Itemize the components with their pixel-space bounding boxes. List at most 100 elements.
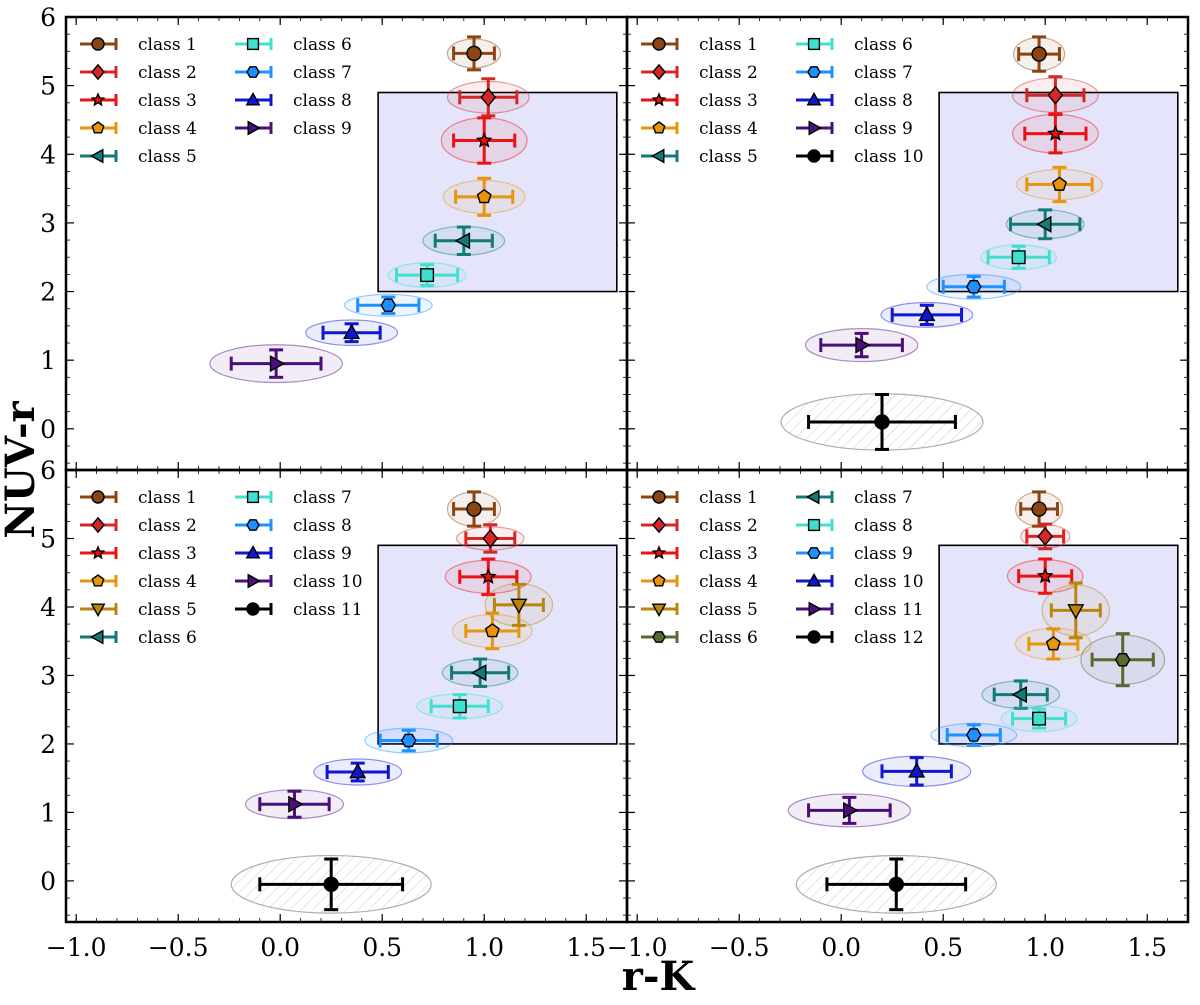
- legend-label: class 4: [138, 119, 197, 139]
- legend-marker-star: [90, 92, 106, 107]
- marker-triangle-left: [1011, 686, 1028, 704]
- legend-entry: class 4: [641, 572, 758, 592]
- selection-box: [377, 544, 618, 745]
- y-tick-label: 6: [40, 3, 56, 32]
- data-point: [442, 176, 526, 217]
- data-point: [787, 793, 912, 828]
- legend-label: class 5: [138, 600, 197, 620]
- data-point: [209, 344, 344, 384]
- legend-label: class 9: [854, 544, 913, 564]
- legend-label: class 9: [854, 119, 913, 139]
- legend-marker-triangle-left: [89, 148, 104, 164]
- legend-entry: class 8: [235, 516, 352, 536]
- marker-circle: [874, 414, 890, 430]
- marker-circle: [466, 45, 482, 62]
- y-tick-label: 4: [40, 140, 56, 169]
- data-point: [862, 755, 972, 787]
- data-point: [926, 273, 1022, 300]
- data-point: [1015, 490, 1064, 528]
- legend-marker-circle: [91, 490, 105, 504]
- x-tick-label: 1.5: [566, 933, 606, 962]
- marker-triangle-left: [1036, 215, 1052, 233]
- legend-marker-circle: [652, 490, 666, 504]
- legend-entry: class 1: [80, 35, 197, 55]
- legend-entry: class 3: [641, 544, 758, 564]
- legend-marker-circle: [246, 602, 260, 616]
- legend-marker-diamond: [91, 516, 105, 534]
- legend-marker-pentagon: [652, 574, 666, 587]
- legend-entry: class 6: [235, 35, 352, 55]
- data-point: [1005, 208, 1085, 241]
- x-tick-label: −1.0: [607, 933, 668, 962]
- legend-label: class 3: [699, 91, 758, 111]
- legend-label: class 5: [699, 600, 758, 620]
- x-tick-label: 1.0: [464, 933, 504, 962]
- legend-label: class 10: [854, 572, 924, 592]
- legend-marker-circle: [807, 630, 821, 644]
- legend-label: class 6: [854, 35, 913, 55]
- legend-entry: class 11: [796, 600, 924, 620]
- y-tick-label: 3: [40, 661, 56, 690]
- legend-marker-circle: [91, 37, 105, 51]
- legend-marker-square: [246, 490, 260, 504]
- marker-triangle-right: [269, 355, 286, 373]
- data-point: [1011, 75, 1099, 116]
- legend-entry: class 10: [235, 572, 363, 592]
- marker-circle: [888, 876, 904, 893]
- legend-entry: class 9: [235, 119, 352, 139]
- y-axis-title: NUV-r: [0, 400, 44, 538]
- legend: class 1 class 2 class 3 class 4 class 5 class…: [80, 35, 352, 167]
- marker-pentagon: [484, 623, 500, 638]
- legend-label: class 2: [138, 516, 197, 536]
- legend-entry: class 4: [80, 572, 197, 592]
- data-point: [446, 490, 502, 528]
- y-tick-label: 5: [40, 72, 56, 101]
- y-tick-label: 1: [40, 798, 56, 827]
- marker-diamond: [480, 87, 497, 107]
- marker-pentagon: [1045, 636, 1061, 651]
- panel-frame: [625, 468, 1190, 924]
- legend-entry: class 2: [641, 63, 758, 83]
- y-tick-label: 4: [40, 593, 56, 622]
- marker-hexagon: [380, 298, 397, 313]
- data-point: [1012, 35, 1066, 73]
- y-tick-label: 2: [40, 730, 56, 759]
- data-point: [244, 789, 345, 820]
- marker-star: [1036, 567, 1054, 584]
- data-point: [446, 77, 530, 118]
- y-tick-label: 1: [40, 346, 56, 375]
- legend-label: class 1: [699, 488, 758, 508]
- marker-circle: [466, 501, 482, 517]
- legend-label: class 7: [293, 63, 352, 83]
- data-point: [313, 758, 403, 786]
- legend-marker-diamond: [652, 516, 666, 534]
- legend-entry: class 3: [80, 544, 197, 564]
- marker-square: [452, 699, 467, 714]
- legend-marker-triangle-left: [89, 629, 104, 645]
- legend-label: class 4: [138, 572, 197, 592]
- legend-label: class 11: [854, 600, 924, 620]
- legend-label: class 12: [854, 628, 924, 648]
- legend-marker-hexagon: [652, 631, 666, 643]
- data-point: [444, 557, 532, 597]
- legend-label: class 1: [699, 35, 758, 55]
- legend-entry: class 10: [796, 572, 924, 592]
- legend-marker-star: [651, 92, 667, 107]
- legend-marker-triangle-left: [805, 489, 820, 505]
- marker-star: [1047, 124, 1064, 141]
- legend-label: class 7: [854, 63, 913, 83]
- legend-marker-triangle-right: [247, 573, 262, 589]
- legend-marker-star: [90, 545, 106, 560]
- marker-pentagon: [476, 188, 492, 204]
- legend-entry: class 6: [641, 628, 758, 648]
- legend-marker-pentagon: [91, 574, 105, 587]
- legend-marker-square: [807, 37, 821, 51]
- legend-marker-diamond: [91, 63, 105, 81]
- legend-entry: class 7: [796, 488, 913, 508]
- marker-triangle-up: [343, 323, 361, 340]
- legend-label: class 8: [854, 91, 913, 111]
- legend-marker-circle: [807, 149, 821, 163]
- legend-label: class 5: [138, 147, 197, 167]
- marker-hexagon: [965, 279, 982, 294]
